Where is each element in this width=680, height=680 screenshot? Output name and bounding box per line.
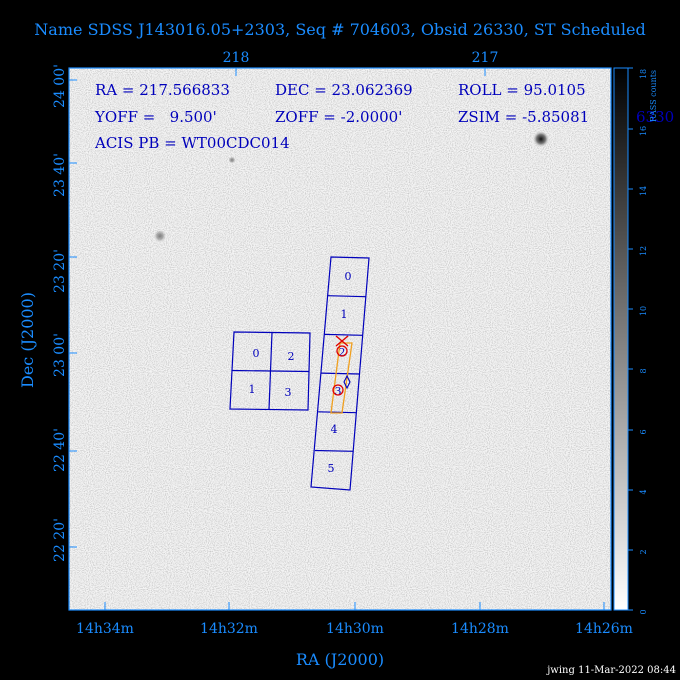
y-tick-label: 23 00' xyxy=(52,333,68,377)
y-tick-label: 23 20' xyxy=(52,249,68,293)
dec-readout: DEC = 23.062369 xyxy=(275,81,413,99)
dither-box xyxy=(330,342,353,414)
chip-label-i0: 0 xyxy=(253,347,260,360)
target-markers xyxy=(330,335,353,414)
acis-s-array xyxy=(310,256,370,491)
top-tick-label: 217 xyxy=(472,50,499,66)
plot-title: Name SDSS J143016.05+2303, Seq # 704603,… xyxy=(34,20,645,39)
chip-label-s2: 2 xyxy=(339,346,346,359)
colorbar xyxy=(613,67,629,611)
chip-label-s1: 1 xyxy=(341,308,348,321)
clipped-obsid-text: 6330 xyxy=(636,108,674,126)
faint-source xyxy=(153,229,167,243)
acis-i-array xyxy=(229,331,311,411)
colorbar-tick-label: 4 xyxy=(639,489,648,494)
x-tick-label: 14h30m xyxy=(326,621,384,637)
aimpoint-circle xyxy=(336,345,348,357)
colorbar-tick-label: 18 xyxy=(639,69,648,79)
x-tick-label: 14h28m xyxy=(451,621,509,637)
y-tick-label: 24 00' xyxy=(52,64,68,108)
ra-readout: RA = 217.566833 xyxy=(95,81,230,99)
sim-diamond xyxy=(343,374,351,390)
faint-source xyxy=(228,156,236,164)
roll-readout: ROLL = 95.0105 xyxy=(458,81,586,99)
aimpoint-circle xyxy=(332,384,344,396)
chip-label-s5: 5 xyxy=(328,462,335,475)
chip-label-i2: 2 xyxy=(288,350,295,363)
colorbar-label: RASS counts xyxy=(649,70,658,122)
colorbar-tick-label: 10 xyxy=(639,306,648,316)
x-tick-label: 14h32m xyxy=(200,621,258,637)
chip-label-s4: 4 xyxy=(331,423,338,436)
x-tick-label: 14h26m xyxy=(575,621,633,637)
zsim-readout: ZSIM = -5.85081 xyxy=(458,108,589,126)
chip-label-s3: 3 xyxy=(335,385,342,398)
y-tick-label: 23 40' xyxy=(52,153,68,197)
colorbar-ticks xyxy=(628,67,633,611)
y-axis-label: Dec (J2000) xyxy=(18,292,37,388)
y-tick-label: 22 40' xyxy=(52,428,68,472)
colorbar-tick-label: 2 xyxy=(639,549,648,554)
chip-label-i3: 3 xyxy=(285,386,292,399)
colorbar-tick-label: 0 xyxy=(639,609,648,614)
colorbar-tick-label: 14 xyxy=(639,186,648,196)
chip-label-s0: 0 xyxy=(345,270,352,283)
top-tick-label: 218 xyxy=(223,50,250,66)
x-axis-label: RA (J2000) xyxy=(296,650,384,669)
yoff-readout: YOFF = 9.500' xyxy=(94,108,217,126)
target-cross-marker xyxy=(335,335,349,347)
zoff-readout: ZOFF = -2.0000' xyxy=(275,108,402,126)
axis-ticks xyxy=(69,68,605,610)
colorbar-tick-label: 16 xyxy=(639,126,648,136)
y-tick-label: 22 20' xyxy=(52,518,68,562)
colorbar-tick-label: 8 xyxy=(639,368,648,373)
footer-stamp: jwing 11-Mar-2022 08:44 xyxy=(546,665,676,676)
colorbar-tick-label: 6 xyxy=(639,429,648,434)
bright-source xyxy=(532,130,550,148)
image-frame xyxy=(68,67,612,611)
x-tick-label: 14h34m xyxy=(76,621,134,637)
chip-label-i1: 1 xyxy=(249,383,256,396)
acis-pb-readout: ACIS PB = WT00CDC014 xyxy=(94,134,290,152)
colorbar-tick-label: 12 xyxy=(639,246,648,256)
